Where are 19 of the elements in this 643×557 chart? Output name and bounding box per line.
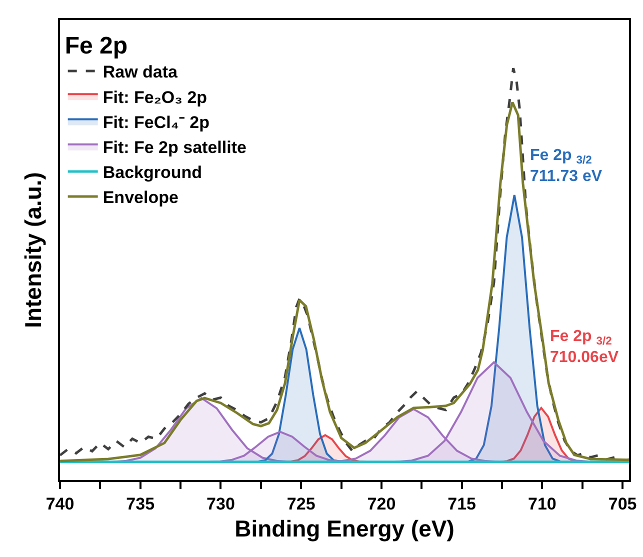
y-axis-title: Intensity (a.u.)	[20, 172, 46, 328]
x-tick-label: 735	[126, 494, 155, 514]
legend-label: Raw data	[102, 62, 178, 82]
x-tick-label: 710	[528, 494, 556, 514]
legend-label: Background	[102, 163, 202, 182]
annotation: Fe 2p $_{3/2}$ 711.73 eV	[530, 147, 602, 185]
legend-title: Fe 2p	[64, 32, 128, 60]
legend-label: Fit: Fe 2p satellite	[102, 138, 246, 157]
legend-label: Envelope	[102, 188, 178, 208]
x-tick-label: 705	[608, 494, 637, 514]
x-tick-label: 715	[448, 494, 476, 514]
x-tick-label: 730	[206, 494, 235, 514]
legend-label: Fit: Fe₂O₃ 2p	[102, 88, 208, 107]
x-tick-label: 720	[367, 494, 396, 514]
legend-label: Fit: FeCl₄⁻ 2p	[102, 112, 210, 132]
annotation: Fe 2p $_{3/2}$ 710.06eV	[550, 328, 619, 366]
x-tick-label: 740	[46, 494, 74, 514]
x-tick-label: 725	[286, 494, 316, 514]
x-axis-title: Binding Energy (eV)	[234, 516, 454, 542]
